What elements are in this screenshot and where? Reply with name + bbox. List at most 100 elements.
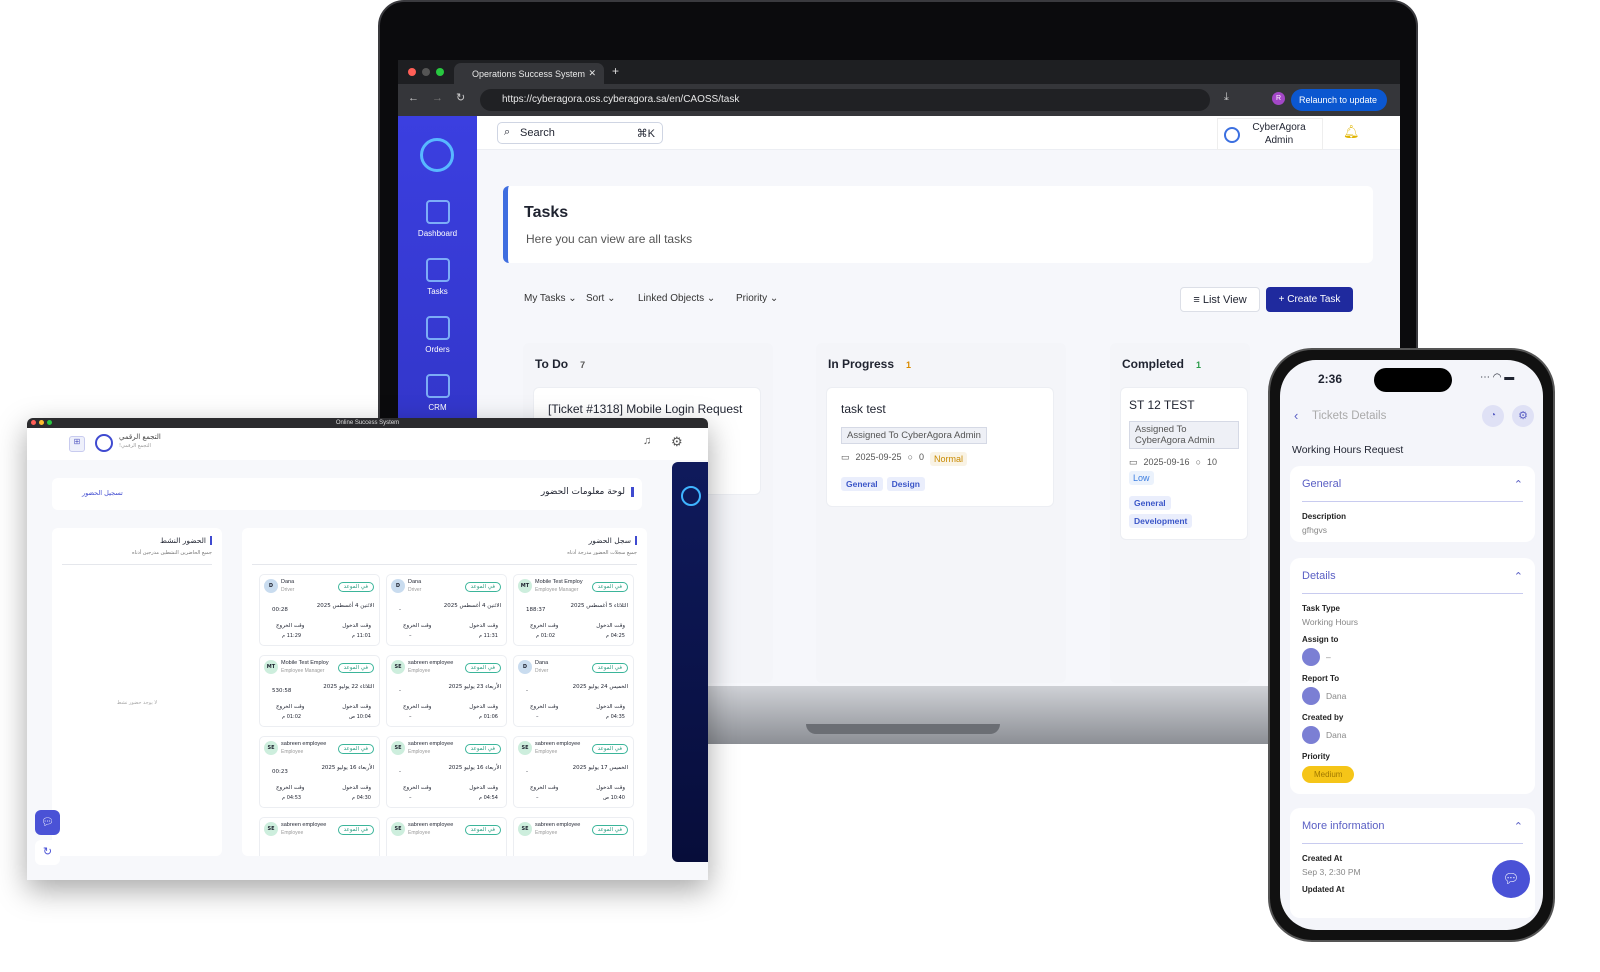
forward-icon[interactable]: → xyxy=(432,92,443,104)
filter-my-tasks[interactable]: My Tasks ⌄ xyxy=(524,293,577,304)
attendance-card[interactable]: D Dana Driver في الموعد الخميس 24 يوليو 2025… xyxy=(513,655,634,727)
close-window-button[interactable] xyxy=(31,420,36,425)
task-title: ST 12 TEST xyxy=(1129,398,1195,412)
gear-icon[interactable]: ⚙ xyxy=(671,434,683,449)
general-header[interactable]: General ⌃ xyxy=(1302,478,1523,502)
task-card[interactable]: ST 12 TEST Assigned To CyberAgora Admin ▭ 2… xyxy=(1120,387,1248,540)
avatar: SE xyxy=(264,741,278,755)
avatar: SE xyxy=(518,822,532,836)
task-meta: ▭ 2025-09-25 ○ 0 Normal xyxy=(841,452,1039,466)
checkout-time: 01:02 م xyxy=(282,714,302,720)
page-title: Tasks xyxy=(524,204,569,221)
chat-button[interactable]: 💬︎ xyxy=(35,810,60,835)
avatar: SE xyxy=(391,822,405,836)
task-card[interactable]: task test Assigned To CyberAgora Admin ▭ 20… xyxy=(826,387,1054,507)
attendance-card[interactable]: SE sabreen employee Employee في الموعد الخمي… xyxy=(513,736,634,808)
filter-priority[interactable]: Priority ⌄ xyxy=(736,293,779,304)
user-menu[interactable]: CyberAgora Admin xyxy=(1217,118,1323,150)
employee-role: Employee xyxy=(408,749,431,755)
column-count: 7 xyxy=(580,360,586,370)
back-icon[interactable]: ← xyxy=(408,92,419,104)
attendance-card[interactable]: SE sabreen employee Employee في الموعد الأرب… xyxy=(259,736,380,808)
attendance-date: الثلاثاء 5 أغسطس 2025 xyxy=(570,603,628,609)
attendance-card[interactable]: SE sabreen employee Employee في الموعد xyxy=(513,817,634,856)
sidebar-item-dashboard[interactable]: Dashboard xyxy=(398,200,477,238)
nav-logo xyxy=(681,486,701,506)
checkin-label: وقت الدخول xyxy=(469,704,498,710)
checkin-time: 04:35 م xyxy=(605,714,625,720)
employee-name: sabreen employee xyxy=(535,822,581,828)
attendance-card[interactable]: SE sabreen employee Employee في الموعد الأرب… xyxy=(386,736,507,808)
status-badge: في الموعد xyxy=(464,825,501,835)
kanban-column: Completed 1 ST 12 TEST Assigned To CyberAgo… xyxy=(1110,343,1250,683)
minimize-window-button[interactable] xyxy=(39,420,44,425)
attendance-card[interactable]: SE sabreen employee Employee في الموعد الأرب… xyxy=(386,655,507,727)
maximize-window-button[interactable] xyxy=(436,68,444,76)
sidebar-label: CRM xyxy=(428,403,447,412)
close-tab-icon[interactable]: ✕ xyxy=(588,68,596,78)
org-logo xyxy=(1224,127,1240,143)
checkin-time: 10:40 ص xyxy=(602,795,625,801)
duration: - xyxy=(399,607,401,613)
checkin-label: وقت الدخول xyxy=(469,623,498,629)
avatar: D xyxy=(518,660,532,674)
minimize-window-button[interactable] xyxy=(422,68,430,76)
new-tab-button[interactable]: + xyxy=(612,64,620,78)
bell-icon[interactable]: ♫︎ xyxy=(643,435,652,447)
status-badge: في الموعد xyxy=(591,582,628,592)
profile-avatar[interactable]: R xyxy=(1272,92,1285,105)
relaunch-button[interactable]: Relaunch to update xyxy=(1291,89,1387,111)
back-icon[interactable]: ‹ xyxy=(1294,408,1299,423)
section-title: General xyxy=(1302,478,1342,490)
close-window-button[interactable] xyxy=(408,68,416,76)
duration: 530:58 xyxy=(272,688,292,694)
employee-name: Mobile Test Employ xyxy=(535,579,583,585)
apps-grid-icon[interactable]: ⊞ xyxy=(69,436,85,452)
checkin-label: وقت الدخول xyxy=(342,785,371,791)
maximize-window-button[interactable] xyxy=(47,420,52,425)
attendance-card[interactable]: SE sabreen employee Employee في الموعد xyxy=(259,817,380,856)
reload-icon[interactable]: ↻ xyxy=(456,92,466,104)
attendance-card[interactable]: MT Mobile Test Employ Employee Manager في ا… xyxy=(259,655,380,727)
checkout-time: – xyxy=(409,795,412,801)
ticket-title: Working Hours Request xyxy=(1292,444,1404,456)
create-task-button[interactable]: + Create Task xyxy=(1266,287,1353,312)
refresh-button[interactable]: ↻ xyxy=(35,840,60,865)
checkin-link[interactable]: تسجيل الحضور xyxy=(82,489,123,497)
filter-linked-objects[interactable]: Linked Objects ⌄ xyxy=(638,293,716,304)
sidebar-label: Orders xyxy=(425,345,450,354)
gear-icon[interactable]: ⚙ xyxy=(1512,405,1534,427)
attendance-card[interactable]: MT Mobile Test Employ Employee Manager في ا… xyxy=(513,574,634,646)
sidebar-item-tasks[interactable]: Tasks xyxy=(398,258,477,296)
search-input[interactable]: ⌕ Search ⌘K xyxy=(497,122,663,144)
filter-sort[interactable]: Sort ⌄ xyxy=(586,293,616,304)
browser-tab[interactable]: Operations Success System ✕ xyxy=(454,63,604,84)
download-icon[interactable]: ⤓ xyxy=(1224,91,1229,103)
duration: - xyxy=(399,688,401,694)
bell-icon[interactable]: 🔔︎ xyxy=(1343,124,1360,139)
bell-icon[interactable]: ◔ xyxy=(1482,405,1504,427)
attendance-card[interactable]: D Dana Driver في الموعد الاثنين 4 أغسطس 2025… xyxy=(259,574,380,646)
kanban-column: In Progress 1 task test Assigned To CyberAg… xyxy=(816,343,1066,683)
assign-value: – xyxy=(1326,652,1331,662)
list-view-button[interactable]: ≡ List View xyxy=(1180,287,1260,312)
sidebar-item-orders[interactable]: Orders xyxy=(398,316,477,354)
status-badge: في الموعد xyxy=(464,744,501,754)
sidebar-item-crm[interactable]: CRM xyxy=(398,374,477,412)
avatar: SE xyxy=(264,822,278,836)
plus-icon: + xyxy=(1278,294,1288,305)
attendance-card[interactable]: D Dana Driver في الموعد الاثنين 4 أغسطس 2025… xyxy=(386,574,507,646)
window-titlebar: Online Success System xyxy=(27,418,708,428)
attendance-date: الأربعاء 16 يوليو 2025 xyxy=(448,765,501,771)
url-input[interactable]: https://cyberagora.oss.cyberagora.sa/en/… xyxy=(480,89,1210,111)
attendance-card[interactable]: SE sabreen employee Employee في الموعد xyxy=(386,817,507,856)
employee-role: Employee Manager xyxy=(535,587,579,593)
tag: General xyxy=(1129,496,1171,510)
page-header: Tasks Here you can view are all tasks xyxy=(503,186,1373,263)
details-header[interactable]: Details ⌃ xyxy=(1302,570,1523,594)
search-placeholder: Search xyxy=(520,127,555,139)
chat-fab[interactable]: 💬︎ xyxy=(1492,860,1530,898)
checkin-label: وقت الدخول xyxy=(342,623,371,629)
assignee-badge: Assigned To CyberAgora Admin xyxy=(841,427,987,444)
more-info-header[interactable]: More information ⌃ xyxy=(1302,820,1523,844)
